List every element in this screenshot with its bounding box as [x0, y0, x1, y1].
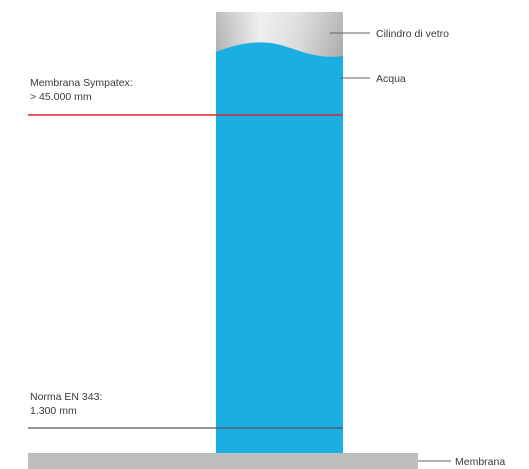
- en343-label-line1: Norma EN 343:: [30, 391, 102, 403]
- sympatex-label-line2: > 45.000 mm: [30, 91, 92, 103]
- water-label: Acqua: [376, 73, 406, 85]
- membrane-bar: [28, 453, 418, 469]
- sympatex-label-line1: Membrana Sympatex:: [30, 77, 133, 89]
- glass-cylinder-label: Cilindro di vetro: [376, 28, 449, 40]
- water-column: [216, 42, 343, 453]
- en343-label-line2: 1.300 mm: [30, 405, 77, 417]
- membrane-label: Membrana: [455, 456, 505, 468]
